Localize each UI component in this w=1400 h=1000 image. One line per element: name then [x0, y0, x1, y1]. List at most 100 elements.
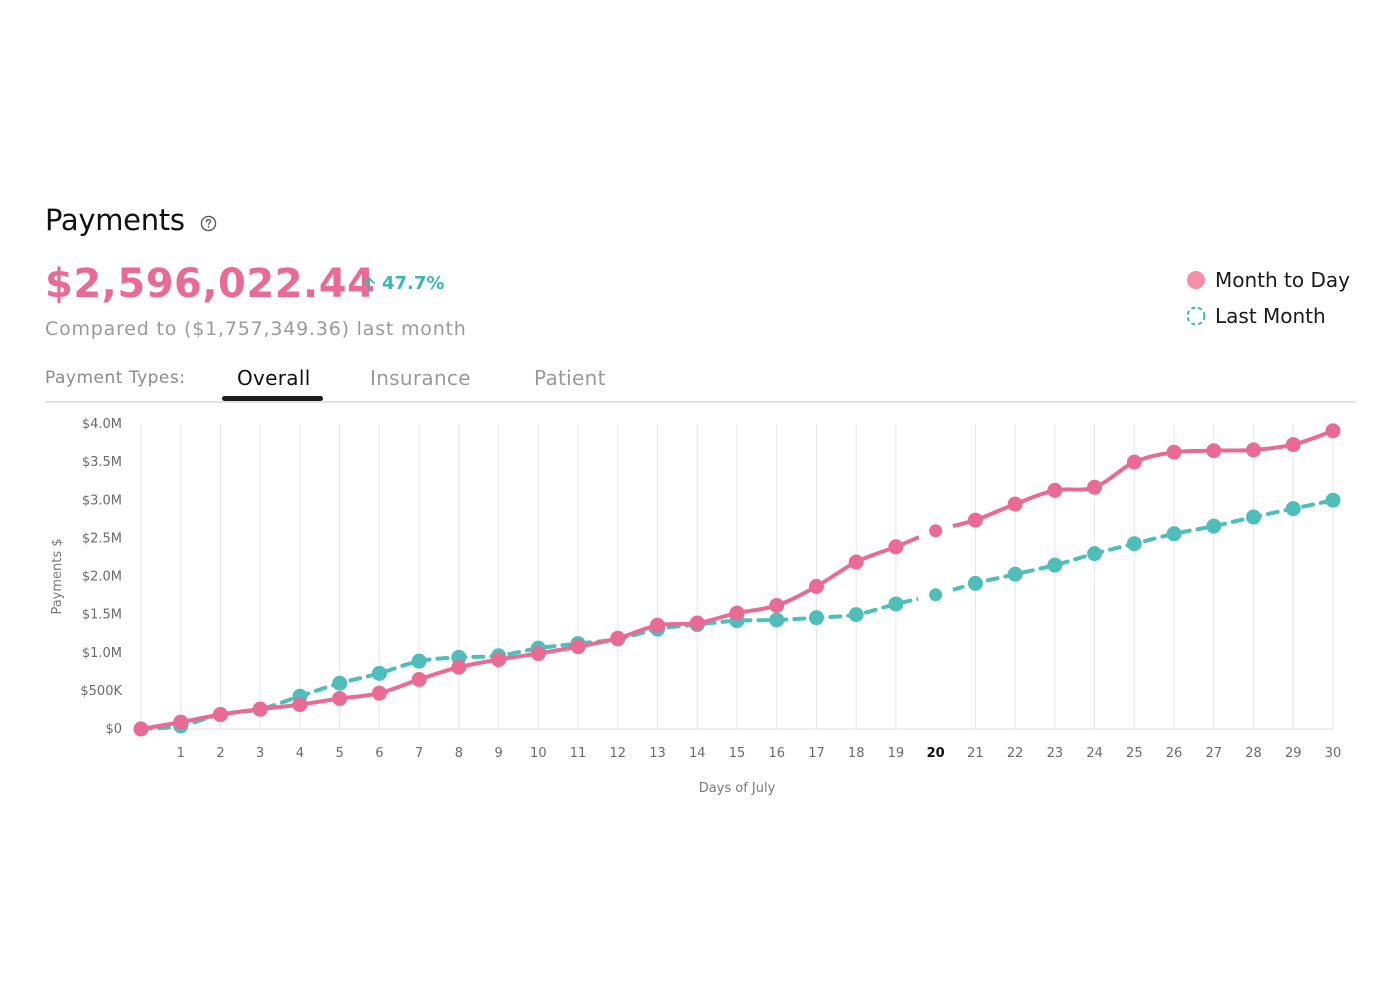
- data-point[interactable]: [929, 588, 943, 602]
- data-point[interactable]: [252, 701, 268, 717]
- data-point[interactable]: [530, 646, 546, 662]
- x-tick-label: 11: [570, 746, 587, 761]
- data-point[interactable]: [133, 721, 149, 737]
- data-point[interactable]: [1047, 482, 1063, 498]
- data-point[interactable]: [1007, 496, 1023, 512]
- tab-patient[interactable]: Patient: [534, 366, 606, 390]
- tabs-divider: [45, 401, 1356, 403]
- data-point[interactable]: [1325, 492, 1341, 508]
- x-tick-label: 21: [967, 746, 984, 761]
- data-point[interactable]: [689, 615, 705, 631]
- y-tick-label: $4.0M: [82, 417, 122, 432]
- x-tick-label: 30: [1325, 746, 1342, 761]
- data-point[interactable]: [1087, 479, 1103, 495]
- data-point[interactable]: [411, 653, 427, 669]
- x-tick-label: 2: [216, 746, 224, 761]
- chart-grid: [140, 424, 1334, 730]
- x-tick-label: 8: [455, 746, 463, 761]
- data-point[interactable]: [808, 578, 824, 594]
- x-tick-label: 24: [1086, 746, 1103, 761]
- data-point[interactable]: [1285, 501, 1301, 517]
- data-point[interactable]: [769, 597, 785, 613]
- data-point[interactable]: [1007, 566, 1023, 582]
- change-percent: 47.7%: [382, 273, 445, 294]
- y-tick-label: $0: [105, 722, 122, 737]
- data-point[interactable]: [967, 575, 983, 591]
- data-point[interactable]: [888, 596, 904, 612]
- data-point[interactable]: [848, 554, 864, 570]
- x-tick-label: 9: [494, 746, 502, 761]
- x-tick-label: 6: [375, 746, 383, 761]
- dashed-circle-icon: [1186, 306, 1206, 326]
- chart-legend: Month to Day Last Month: [1186, 262, 1350, 334]
- data-point[interactable]: [1246, 442, 1262, 458]
- x-tick-label: 17: [808, 746, 825, 761]
- x-tick-label: 23: [1047, 746, 1064, 761]
- data-point[interactable]: [1087, 546, 1103, 562]
- x-tick-label: 27: [1206, 746, 1223, 761]
- x-tick-label: 15: [729, 746, 746, 761]
- compare-text: Compared to ($1,757,349.36) last month: [45, 318, 467, 340]
- tab-insurance[interactable]: Insurance: [370, 366, 471, 390]
- data-point[interactable]: [967, 512, 983, 528]
- data-point[interactable]: [1126, 454, 1142, 470]
- data-point[interactable]: [1126, 536, 1142, 552]
- tab-overall[interactable]: Overall: [237, 366, 311, 390]
- data-point[interactable]: [1325, 423, 1341, 439]
- x-axis-ticks: 1 2 3 4 5 6 7 8 9 10 11 12 13 14 15 16 17 18 19 20 21 22 23 24 2…: [177, 746, 1342, 761]
- x-tick-label: 19: [888, 746, 905, 761]
- data-point[interactable]: [929, 524, 943, 538]
- data-point[interactable]: [1246, 509, 1262, 525]
- data-point[interactable]: [1166, 526, 1182, 542]
- y-tick-label: $2.5M: [82, 531, 122, 546]
- data-point[interactable]: [371, 665, 387, 681]
- data-point[interactable]: [451, 659, 467, 675]
- x-tick-label: 4: [296, 746, 304, 761]
- question-circle-icon[interactable]: [200, 215, 217, 232]
- data-point[interactable]: [888, 539, 904, 555]
- data-point[interactable]: [769, 612, 785, 628]
- data-point[interactable]: [729, 605, 745, 621]
- data-point[interactable]: [650, 617, 666, 633]
- data-point[interactable]: [610, 630, 626, 646]
- x-tick-label: 16: [768, 746, 785, 761]
- data-point[interactable]: [173, 714, 189, 730]
- data-point[interactable]: [1285, 437, 1301, 453]
- data-point[interactable]: [1047, 557, 1063, 573]
- x-tick-label: 10: [530, 746, 547, 761]
- data-point[interactable]: [212, 707, 228, 723]
- data-point[interactable]: [808, 610, 824, 626]
- x-tick-label: 28: [1245, 746, 1262, 761]
- y-tick-label: $3.0M: [82, 493, 122, 508]
- filled-circle-icon: [1187, 271, 1205, 289]
- payment-types-label: Payment Types:: [45, 368, 186, 388]
- x-tick-label: 29: [1285, 746, 1302, 761]
- x-tick-label: 13: [649, 746, 666, 761]
- data-point[interactable]: [292, 697, 308, 713]
- x-tick-label: 12: [610, 746, 627, 761]
- data-point[interactable]: [491, 652, 507, 668]
- legend-label: Last Month: [1215, 304, 1326, 328]
- data-point[interactable]: [332, 691, 348, 706]
- x-tick-label: 20: [927, 746, 945, 761]
- data-point[interactable]: [332, 675, 348, 691]
- legend-item-month-to-day[interactable]: Month to Day: [1186, 262, 1350, 298]
- legend-item-last-month[interactable]: Last Month: [1186, 298, 1350, 334]
- data-point[interactable]: [1206, 443, 1222, 459]
- x-tick-label: 25: [1126, 746, 1143, 761]
- data-point[interactable]: [1166, 444, 1182, 460]
- series-month-to-day: [133, 423, 1341, 737]
- y-tick-label: $2.0M: [82, 570, 122, 585]
- x-tick-label: 22: [1007, 746, 1024, 761]
- y-tick-label: $1.5M: [82, 608, 122, 623]
- data-point[interactable]: [848, 607, 864, 623]
- data-point[interactable]: [371, 685, 387, 701]
- x-tick-label: 26: [1166, 746, 1183, 761]
- total-amount: $2,596,022.44: [45, 261, 376, 307]
- active-tab-indicator: [222, 396, 323, 401]
- data-point[interactable]: [1206, 518, 1222, 534]
- arrow-up-icon: [363, 276, 375, 292]
- data-point[interactable]: [570, 639, 586, 655]
- data-point[interactable]: [411, 671, 427, 687]
